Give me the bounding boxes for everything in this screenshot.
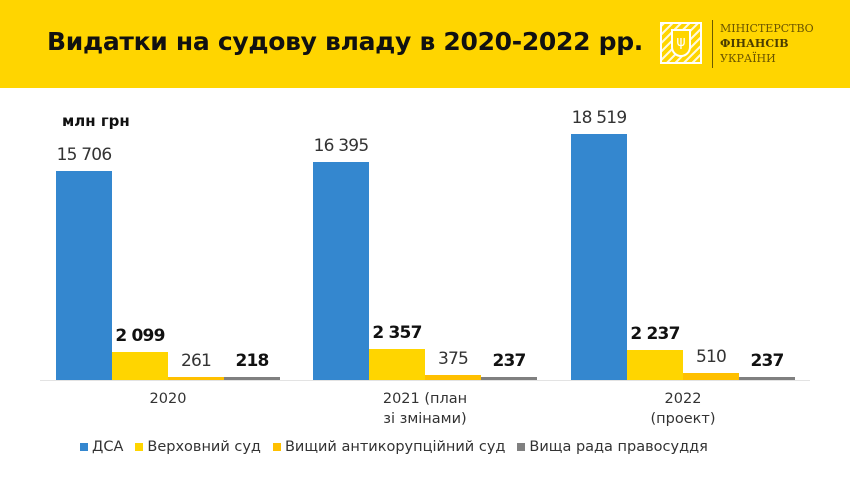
bar	[313, 162, 369, 380]
legend-swatch-icon	[80, 443, 88, 451]
page-title: Видатки на судову владу в 2020-2022 рр.	[47, 27, 644, 56]
bar	[571, 134, 627, 380]
x-axis-category-label: 2022 (проект)	[650, 391, 716, 427]
bar	[168, 377, 224, 380]
bar	[56, 171, 112, 380]
trident-emblem-icon: ψ	[660, 22, 702, 64]
bar	[683, 373, 739, 380]
legend-swatch-icon	[517, 443, 526, 451]
legend-item: Вища рада правосуддя	[517, 439, 708, 455]
bar	[739, 377, 795, 380]
x-axis-line	[40, 380, 810, 381]
legend-swatch-icon	[135, 443, 144, 451]
logo-divider	[712, 20, 713, 68]
legend-label: Вища рада правосуддя	[529, 439, 708, 455]
data-label: 237	[492, 351, 526, 371]
data-label: 261	[180, 351, 212, 371]
legend-item: ДСА	[80, 439, 123, 455]
data-label: 2 237	[630, 324, 680, 344]
bar	[112, 352, 168, 380]
bar	[481, 377, 537, 380]
data-label: 375	[437, 349, 469, 369]
data-label: 2 357	[372, 323, 422, 343]
data-label: 218	[235, 351, 269, 371]
y-axis-unit-label: млн грн	[62, 112, 130, 130]
data-label: 15 706	[56, 145, 112, 165]
legend-label: Вищий антикорупційний суд	[284, 439, 506, 455]
bar	[425, 375, 481, 380]
header-banner: Видатки на судову владу в 2020-2022 рр. …	[0, 0, 850, 88]
chart-legend: ДСА Верховний суд Вищий антикорупційний су…	[80, 439, 720, 455]
legend-swatch-icon	[272, 443, 281, 451]
legend-item: Верховний суд	[135, 439, 261, 455]
logo-text: МІНІСТЕРСТВО ФІНАНСІВ УКРАЇНИ	[720, 22, 814, 65]
legend-label: Верховний суд	[147, 439, 261, 455]
ministry-logo: ψ МІНІСТЕРСТВО ФІНАНСІВ УКРАЇНИ	[660, 20, 820, 68]
bar	[369, 349, 425, 380]
bar	[627, 350, 683, 380]
data-label: 237	[750, 351, 784, 371]
legend-item: Вищий антикорупційний суд	[272, 439, 506, 455]
data-label: 18 519	[571, 108, 627, 128]
legend-label: ДСА	[92, 439, 124, 455]
data-label: 16 395	[313, 136, 369, 156]
bar	[224, 377, 280, 380]
data-label: 2 099	[115, 326, 165, 346]
data-label: 510	[695, 347, 727, 367]
x-axis-category-label: 2020	[149, 391, 187, 407]
x-axis-category-label: 2021 (план зі змінами)	[382, 391, 468, 427]
